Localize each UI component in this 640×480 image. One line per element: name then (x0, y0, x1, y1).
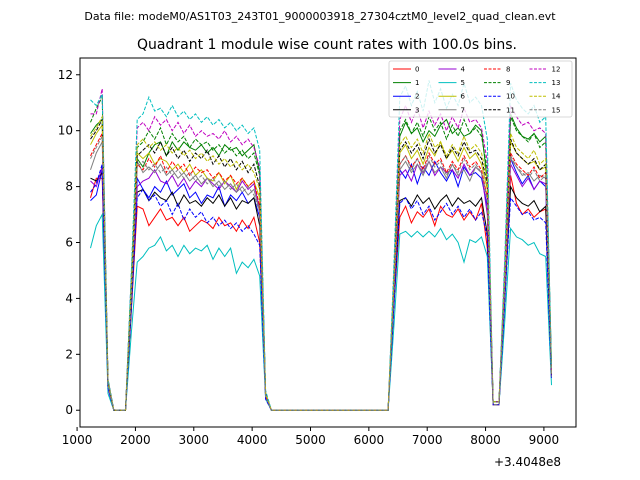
legend-label-3: 3 (415, 106, 419, 114)
legend-label-14: 14 (552, 93, 561, 101)
legend-label-5: 5 (461, 79, 465, 87)
axes-layer: 1000 2000 3000 4000 5000 6000 7000 8000 9000 0 2 4 6… (58, 57, 577, 447)
x-tick-label: 6000 (354, 433, 385, 447)
y-tick-label: 4 (65, 291, 73, 305)
x-tick-label: 4000 (237, 433, 268, 447)
series-line-9 (90, 95, 552, 411)
x-tick-label: 9000 (529, 433, 560, 447)
legend-label-6: 6 (461, 93, 466, 101)
y-tick-label: 8 (65, 180, 73, 194)
legend-label-10: 10 (506, 93, 515, 101)
x-tick-label: 5000 (295, 433, 326, 447)
y-tick-label: 0 (65, 403, 73, 417)
legend-label-4: 4 (461, 66, 466, 74)
legend-label-9: 9 (506, 79, 510, 87)
legend-box (388, 60, 573, 118)
x-tick-label: 7000 (412, 433, 443, 447)
legend-label-7: 7 (461, 106, 465, 114)
y-tick-label: 6 (65, 236, 73, 250)
x-offset-label: +3.4048e8 (494, 455, 561, 469)
legend-label-12: 12 (552, 66, 561, 74)
legend-label-2: 2 (415, 93, 419, 101)
x-tick-label: 3000 (179, 433, 210, 447)
y-tick-label: 2 (65, 347, 73, 361)
legend-label-11: 11 (506, 106, 515, 114)
legend-label-1: 1 (415, 79, 419, 87)
x-tick-label: 2000 (120, 433, 151, 447)
series-line-15 (90, 134, 552, 411)
series-layer (90, 80, 552, 411)
legend-label-13: 13 (552, 79, 561, 87)
x-tick-label: 1000 (62, 433, 93, 447)
y-tick-label: 10 (58, 124, 73, 138)
y-tick-label: 12 (58, 68, 73, 82)
x-tick-label: 8000 (470, 433, 501, 447)
chart-title: Quadrant 1 module wise count rates with … (137, 37, 517, 53)
data-file-label: Data file: modeM0/AS1T03_243T01_90000039… (84, 10, 556, 23)
legend-label-15: 15 (552, 106, 561, 114)
legend-label-8: 8 (506, 66, 510, 74)
legend-label-0: 0 (415, 66, 419, 74)
